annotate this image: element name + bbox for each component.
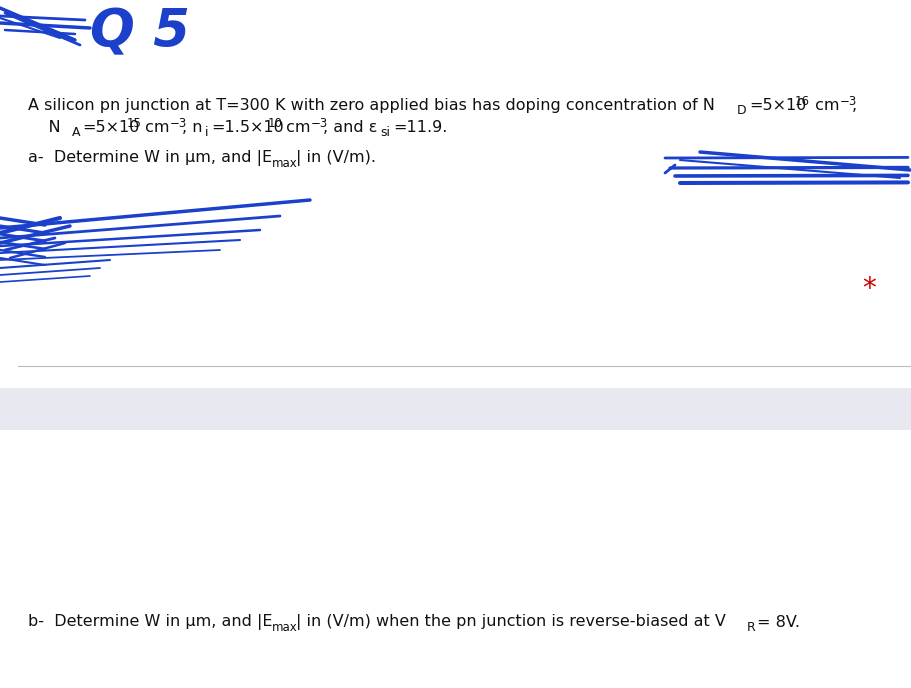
Text: A: A	[72, 126, 80, 139]
Text: A silicon pn junction at T=300 K with zero applied bias has doping concentration: A silicon pn junction at T=300 K with ze…	[28, 98, 714, 113]
Text: i: i	[205, 126, 209, 139]
Text: , n: , n	[182, 120, 202, 135]
Text: =5×10: =5×10	[748, 98, 805, 113]
Text: −3: −3	[839, 95, 856, 108]
Text: R: R	[746, 621, 755, 634]
Text: 10: 10	[268, 117, 282, 130]
Text: cm: cm	[809, 98, 839, 113]
Text: si: si	[380, 126, 390, 139]
Text: max: max	[271, 157, 297, 170]
Text: , and ε: , and ε	[322, 120, 377, 135]
Text: max: max	[271, 621, 297, 634]
Text: cm: cm	[140, 120, 169, 135]
Text: ,: ,	[851, 98, 856, 113]
Text: *: *	[861, 275, 875, 303]
Text: 16: 16	[794, 95, 809, 108]
Text: −3: −3	[169, 117, 187, 130]
Text: 15: 15	[127, 117, 142, 130]
Text: | in (V/m) when the pn junction is reverse-biased at V: | in (V/m) when the pn junction is rever…	[296, 614, 725, 630]
Text: D: D	[736, 104, 746, 117]
Text: cm: cm	[281, 120, 310, 135]
Text: b-  Determine W in μm, and |E: b- Determine W in μm, and |E	[28, 614, 272, 630]
Text: N: N	[28, 120, 60, 135]
Text: | in (V/m).: | in (V/m).	[296, 150, 375, 166]
Text: =11.9.: =11.9.	[393, 120, 447, 135]
Text: =1.5×10: =1.5×10	[210, 120, 283, 135]
FancyBboxPatch shape	[0, 388, 911, 430]
Text: = 8V.: = 8V.	[756, 615, 799, 630]
Text: Q 5: Q 5	[90, 6, 189, 58]
Text: −3: −3	[311, 117, 328, 130]
Text: a-  Determine W in μm, and |E: a- Determine W in μm, and |E	[28, 150, 271, 166]
Text: =5×10: =5×10	[82, 120, 139, 135]
